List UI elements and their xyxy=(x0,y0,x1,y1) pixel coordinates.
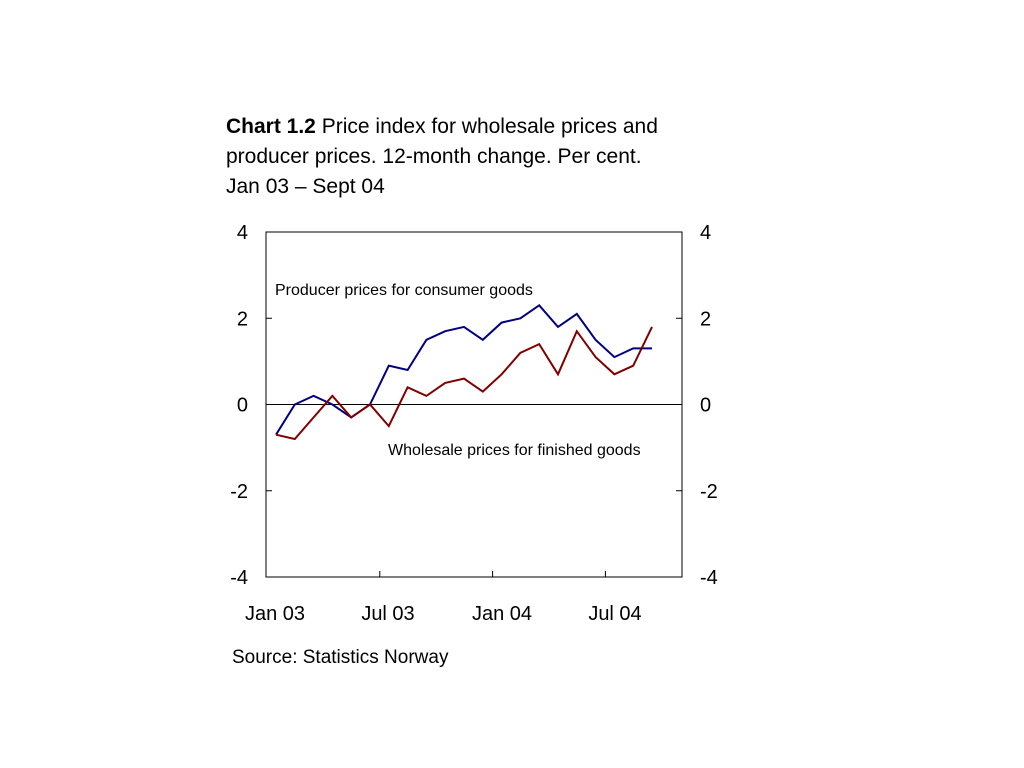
y-tick-label-left: -4 xyxy=(230,567,248,589)
series-annotation: Wholesale prices for finished goods xyxy=(388,442,641,459)
x-tick-label: Jul 04 xyxy=(588,603,641,625)
y-tick-label-right: -4 xyxy=(700,567,718,589)
y-tick-label-left: 4 xyxy=(237,222,248,244)
x-tick-label: Jul 03 xyxy=(361,603,414,625)
series-annotation: Producer prices for consumer goods xyxy=(275,282,533,299)
y-tick-label-left: 2 xyxy=(237,308,248,330)
chart-number: Chart 1.2 xyxy=(226,115,316,138)
series-line-wholesale-prices xyxy=(275,326,653,441)
y-tick-label-left: -2 xyxy=(230,481,248,503)
chart-title-line1: Price index for wholesale prices and xyxy=(321,115,658,138)
chart-title-line3: Jan 03 – Sept 04 xyxy=(226,175,385,198)
y-tick-label-right: 4 xyxy=(700,222,711,244)
chart-title: Chart 1.2 Price index for wholesale pric… xyxy=(226,112,696,202)
x-tick-label: Jan 04 xyxy=(472,603,532,625)
x-tick-label: Jan 03 xyxy=(245,603,305,625)
y-tick-label-right: -2 xyxy=(700,481,718,503)
chart-title-line2: producer prices. 12-month change. Per ce… xyxy=(226,145,642,168)
source-note: Source: Statistics Norway xyxy=(232,647,449,668)
plot-area: 4 4 2 2 0 0 -2 -2 -4 -4 Jan 03 Jul 03 Jan 04 Jul 04 Pr… xyxy=(230,222,718,625)
series-line-producer-prices xyxy=(275,303,652,436)
y-tick-label-right: 2 xyxy=(700,308,711,330)
y-tick-label-left: 0 xyxy=(237,395,248,417)
y-tick-label-right: 0 xyxy=(700,395,711,417)
